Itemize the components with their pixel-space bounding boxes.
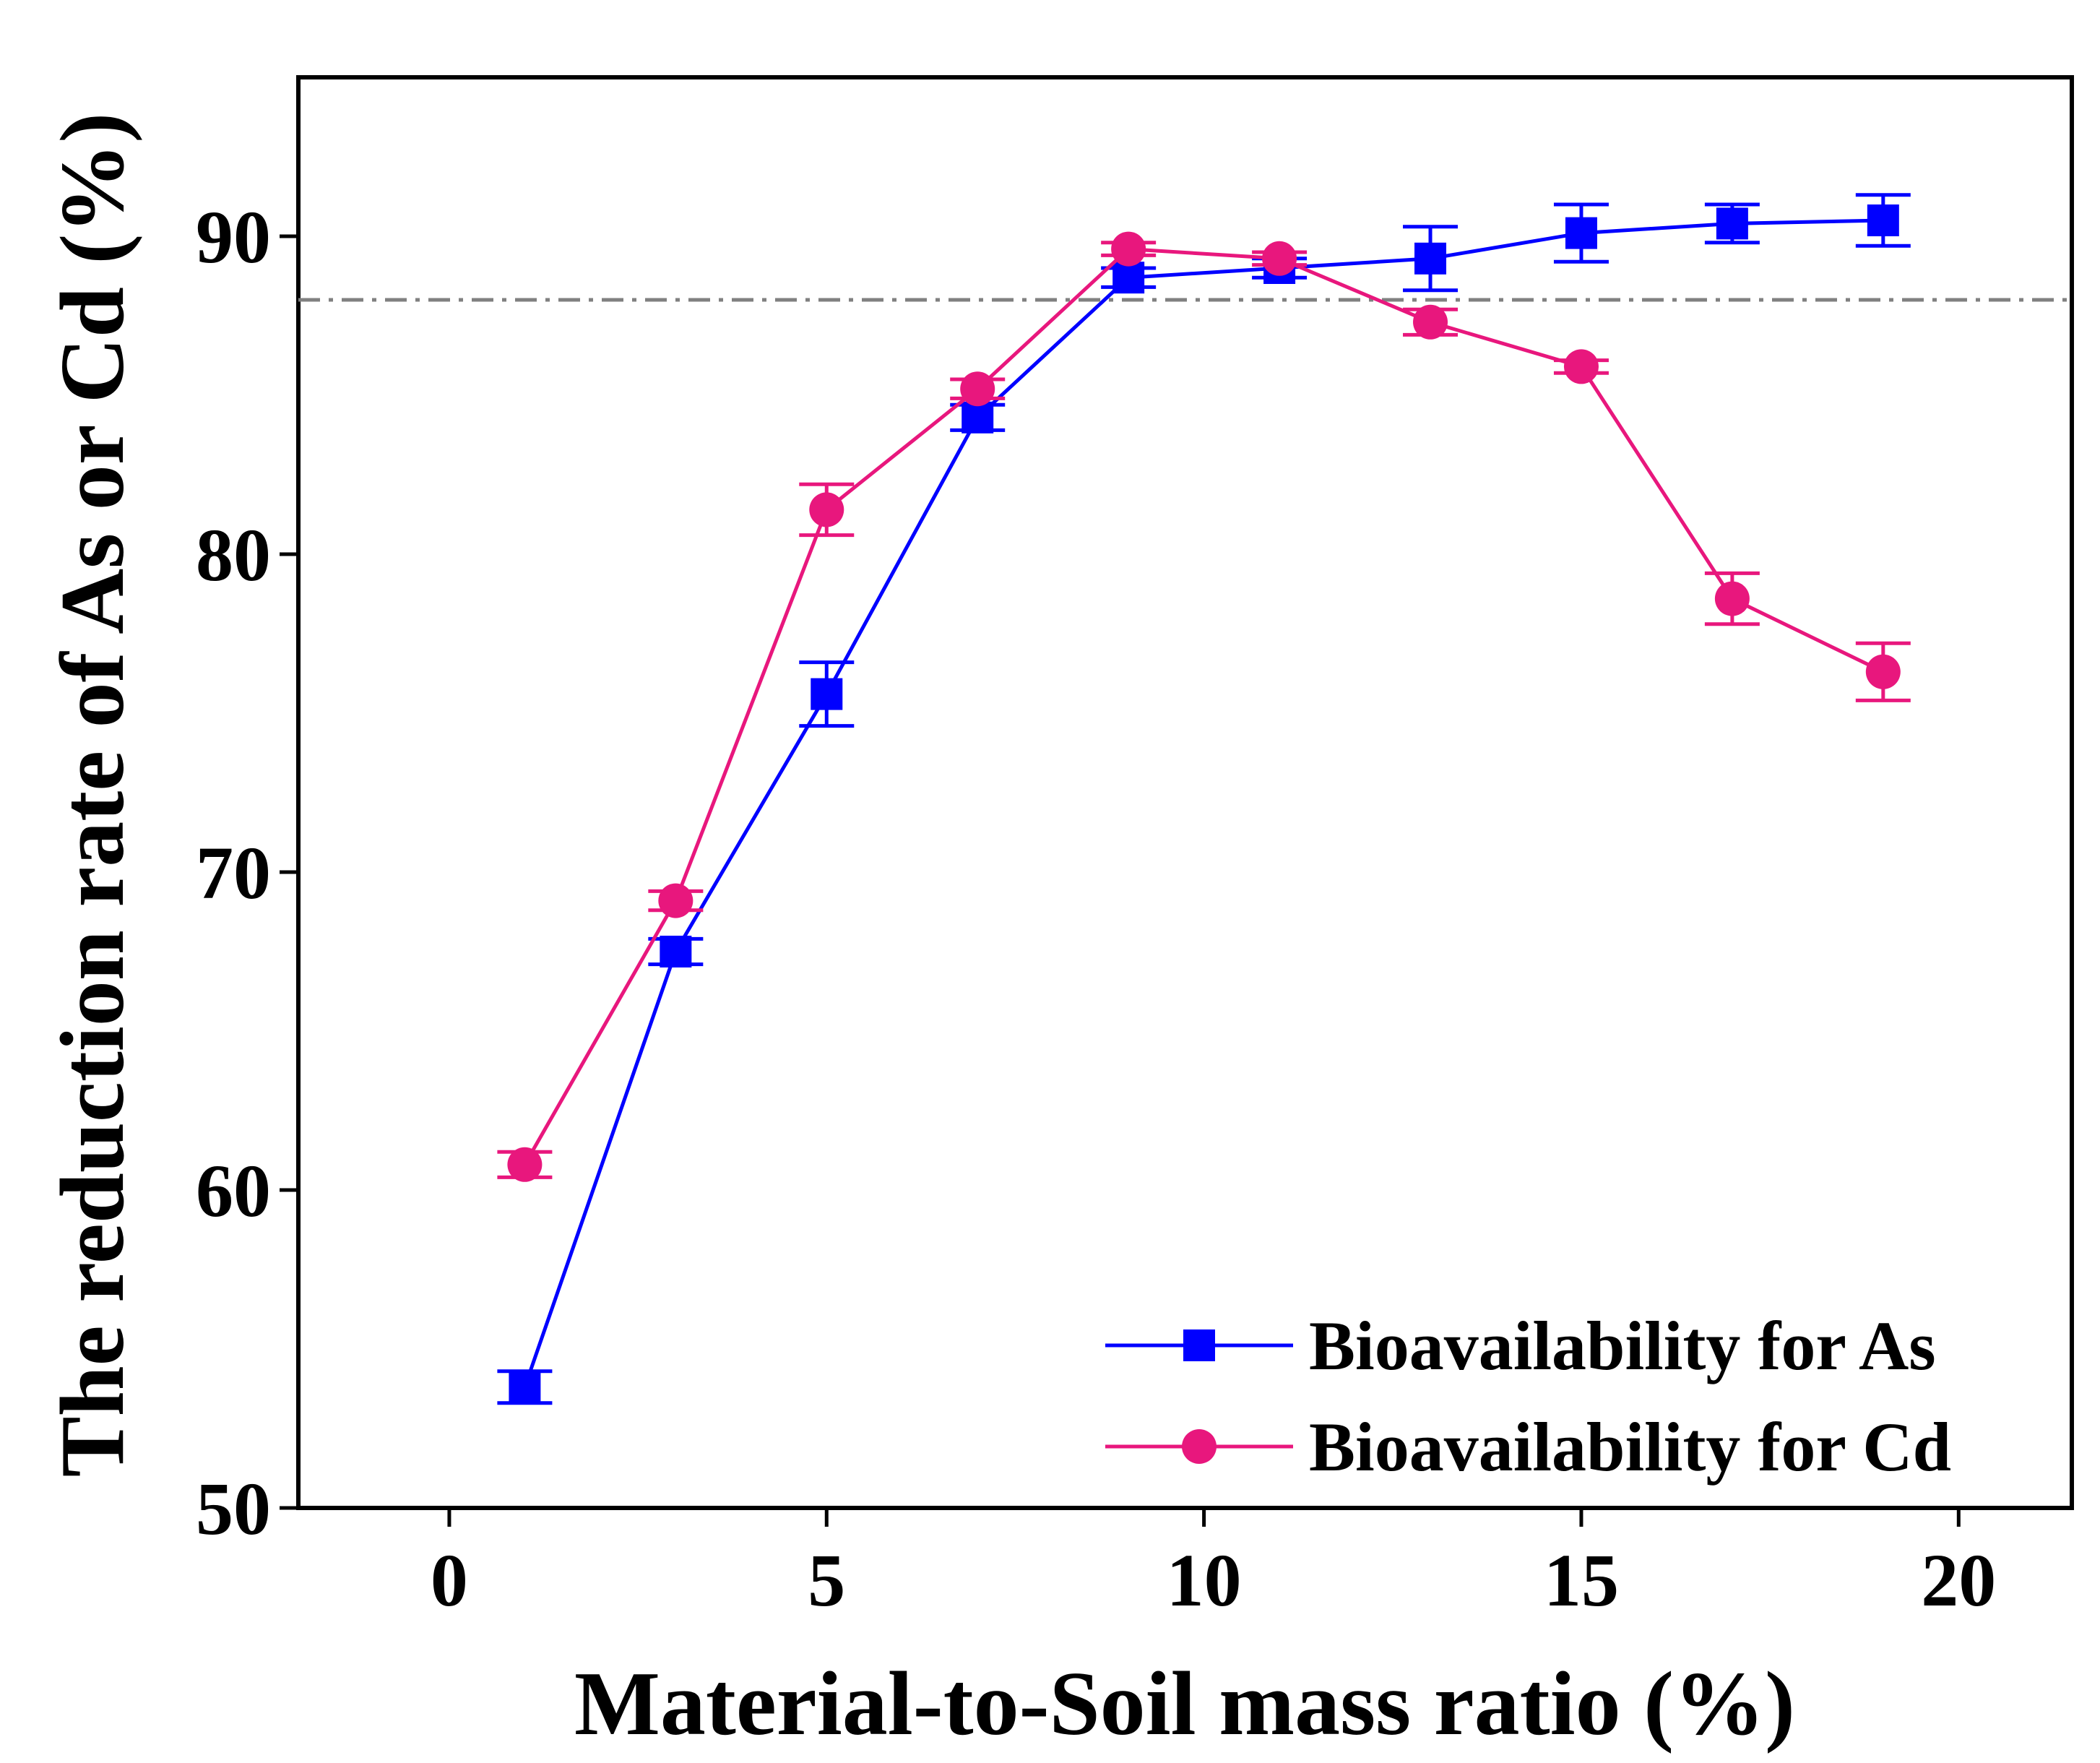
series-cd (497, 231, 1911, 1182)
plot-area-frame (296, 75, 2074, 1510)
data-point (1714, 581, 1750, 616)
data-point (658, 883, 693, 918)
y-tick-label: 80 (196, 514, 271, 597)
data-point (1262, 241, 1297, 276)
data-point (960, 371, 995, 407)
data-point (660, 936, 692, 967)
series-layer (497, 193, 1911, 1405)
data-point (1716, 207, 1748, 240)
data-point (1112, 262, 1145, 294)
data-point (1565, 217, 1597, 249)
x-tick-label: 20 (1921, 1539, 1996, 1622)
data-point (507, 1147, 543, 1182)
legend-cd-marker (1182, 1429, 1217, 1464)
legend-cd-label: Bioavailability for Cd (1309, 1408, 1951, 1486)
data-point (1865, 654, 1901, 689)
legend-as-label: Bioavailability for As (1309, 1307, 1936, 1384)
data-point (1111, 231, 1146, 267)
x-tick-label: 10 (1167, 1539, 1242, 1622)
series-line (523, 218, 1883, 1388)
data-point (809, 492, 844, 527)
data-point (1413, 304, 1448, 340)
series-line (523, 247, 1884, 1166)
y-tick-label: 70 (196, 832, 271, 915)
x-axis-ticks: 0 5 10 15 20 (431, 1508, 1996, 1622)
y-tick-label: 90 (196, 196, 271, 279)
data-point (1563, 349, 1599, 384)
legend: Bioavailability for As Bioavailability f… (1105, 1307, 1951, 1486)
legend-as-marker (1183, 1329, 1215, 1361)
data-point (1867, 204, 1899, 236)
y-axis-ticks: 50 60 70 80 90 (196, 196, 298, 1551)
data-point (1414, 242, 1447, 275)
y-tick-label: 60 (196, 1150, 271, 1233)
y-tick-label: 50 (196, 1467, 271, 1551)
x-axis-title: Material-to-Soil mass ratio (%) (574, 1654, 1795, 1754)
data-point (962, 401, 994, 434)
x-tick-label: 0 (431, 1539, 468, 1622)
y-axis-title: The reduction rate of As or Cd (%) (43, 113, 143, 1478)
x-tick-label: 15 (1544, 1539, 1619, 1622)
data-point (509, 1371, 541, 1403)
x-tick-label: 5 (808, 1539, 845, 1622)
data-point (811, 678, 843, 710)
